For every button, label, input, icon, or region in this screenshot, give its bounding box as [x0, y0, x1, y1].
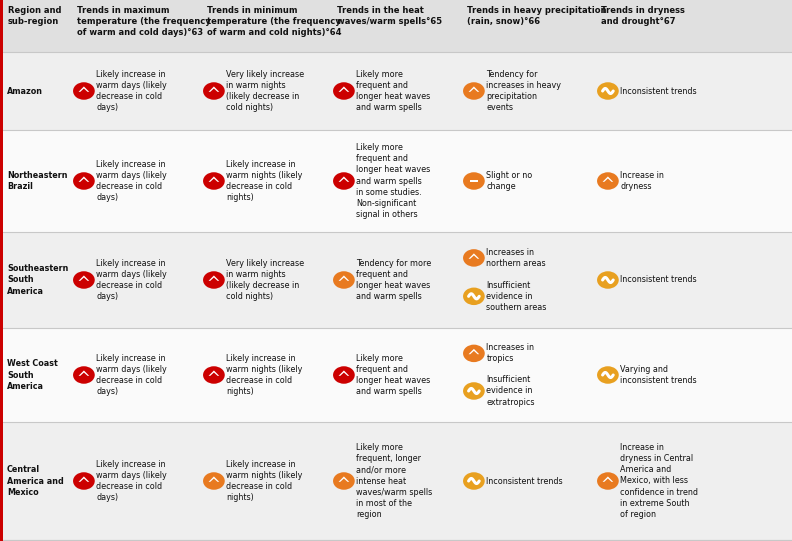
- Text: Likely more
frequent and
longer heat waves
and warm spells
in some studies.
Non-: Likely more frequent and longer heat wav…: [356, 143, 431, 219]
- Text: Tendency for
increases in heavy
precipitation
events: Tendency for increases in heavy precipit…: [486, 70, 562, 112]
- Text: Likely more
frequent and
longer heat waves
and warm spells: Likely more frequent and longer heat wav…: [356, 70, 431, 112]
- Text: Insufficient
evidence in
southern areas: Insufficient evidence in southern areas: [486, 281, 546, 312]
- Text: Likely increase in
warm days (likely
decrease in cold
days): Likely increase in warm days (likely dec…: [97, 354, 167, 396]
- Polygon shape: [469, 87, 479, 92]
- Ellipse shape: [73, 82, 95, 100]
- Ellipse shape: [203, 472, 225, 490]
- Text: Likely increase in
warm days (likely
decrease in cold
days): Likely increase in warm days (likely dec…: [97, 259, 167, 301]
- Ellipse shape: [333, 172, 355, 190]
- Ellipse shape: [463, 288, 485, 305]
- Text: Inconsistent trends: Inconsistent trends: [620, 87, 697, 96]
- Polygon shape: [339, 275, 349, 281]
- Ellipse shape: [333, 472, 355, 490]
- Polygon shape: [78, 371, 89, 376]
- Text: Very likely increase
in warm nights
(likely decrease in
cold nights): Very likely increase in warm nights (lik…: [227, 259, 305, 301]
- Text: Trends in minimum
temperature (the frequency
of warm and cold nights)°64: Trends in minimum temperature (the frequ…: [207, 6, 341, 37]
- Ellipse shape: [597, 366, 619, 384]
- Ellipse shape: [203, 82, 225, 100]
- Text: Trends in dryness
and drought°67: Trends in dryness and drought°67: [601, 6, 685, 26]
- Text: Inconsistent trends: Inconsistent trends: [486, 477, 563, 485]
- Text: Likely increase in
warm nights (likely
decrease in cold
nights): Likely increase in warm nights (likely d…: [227, 160, 303, 202]
- Ellipse shape: [597, 472, 619, 490]
- Text: Southeastern
South
America: Southeastern South America: [7, 265, 68, 295]
- Ellipse shape: [597, 82, 619, 100]
- Polygon shape: [208, 87, 219, 92]
- Ellipse shape: [463, 82, 485, 100]
- Ellipse shape: [333, 271, 355, 289]
- Text: Varying and
inconsistent trends: Varying and inconsistent trends: [620, 365, 697, 385]
- Text: Trends in heavy precipitation
(rain, snow)°66: Trends in heavy precipitation (rain, sno…: [467, 6, 607, 26]
- Polygon shape: [78, 477, 89, 482]
- Text: Likely increase in
warm days (likely
decrease in cold
days): Likely increase in warm days (likely dec…: [97, 70, 167, 112]
- Polygon shape: [339, 371, 349, 376]
- Bar: [470, 180, 478, 182]
- Ellipse shape: [333, 366, 355, 384]
- Text: Very likely increase
in warm nights
(likely decrease in
cold nights): Very likely increase in warm nights (lik…: [227, 70, 305, 112]
- Ellipse shape: [463, 172, 485, 190]
- Text: Northeastern
Brazil: Northeastern Brazil: [7, 171, 67, 191]
- Bar: [3, 422, 792, 540]
- Text: Trends in the heat
waves/warm spells°65: Trends in the heat waves/warm spells°65: [337, 6, 442, 26]
- Ellipse shape: [597, 172, 619, 190]
- Ellipse shape: [203, 271, 225, 289]
- Bar: [3, 130, 792, 232]
- Polygon shape: [339, 477, 349, 482]
- Ellipse shape: [597, 271, 619, 289]
- Polygon shape: [208, 477, 219, 482]
- Polygon shape: [78, 275, 89, 281]
- Ellipse shape: [333, 82, 355, 100]
- Text: Likely more
frequent, longer
and/or more
intense heat
waves/warm spells
in most : Likely more frequent, longer and/or more…: [356, 443, 432, 519]
- Polygon shape: [469, 253, 479, 259]
- Ellipse shape: [73, 366, 95, 384]
- Text: Insufficient
evidence in
extratropics: Insufficient evidence in extratropics: [486, 375, 535, 407]
- Text: Likely more
frequent and
longer heat waves
and warm spells: Likely more frequent and longer heat wav…: [356, 354, 431, 396]
- Ellipse shape: [203, 172, 225, 190]
- Bar: [3, 232, 792, 328]
- Ellipse shape: [463, 472, 485, 490]
- Text: Trends in maximum
temperature (the frequency
of warm and cold days)°63: Trends in maximum temperature (the frequ…: [77, 6, 211, 37]
- Text: Central
America and
Mexico: Central America and Mexico: [7, 465, 63, 497]
- Text: Increases in
northern areas: Increases in northern areas: [486, 248, 546, 268]
- Polygon shape: [469, 349, 479, 354]
- Text: Likely increase in
warm days (likely
decrease in cold
days): Likely increase in warm days (likely dec…: [97, 460, 167, 502]
- Text: Inconsistent trends: Inconsistent trends: [620, 275, 697, 285]
- Ellipse shape: [73, 172, 95, 190]
- Text: Tendency for more
frequent and
longer heat waves
and warm spells: Tendency for more frequent and longer he…: [356, 259, 432, 301]
- Ellipse shape: [463, 382, 485, 400]
- Polygon shape: [78, 176, 89, 182]
- Ellipse shape: [203, 366, 225, 384]
- Text: Increase in
dryness: Increase in dryness: [620, 171, 664, 191]
- Text: Slight or no
change: Slight or no change: [486, 171, 533, 191]
- Polygon shape: [603, 176, 613, 182]
- Bar: [3, 328, 792, 422]
- Ellipse shape: [73, 271, 95, 289]
- Text: Increase in
dryness in Central
America and
Mexico, with less
confidence in trend: Increase in dryness in Central America a…: [620, 443, 699, 519]
- Polygon shape: [339, 176, 349, 182]
- Ellipse shape: [463, 249, 485, 267]
- Text: Increases in
tropics: Increases in tropics: [486, 344, 535, 364]
- Polygon shape: [603, 477, 613, 482]
- Bar: [3, 52, 792, 130]
- Text: Region and
sub-region: Region and sub-region: [8, 6, 62, 26]
- Polygon shape: [78, 87, 89, 92]
- Ellipse shape: [73, 472, 95, 490]
- Text: West Coast
South
America: West Coast South America: [7, 359, 58, 391]
- Text: Likely increase in
warm days (likely
decrease in cold
days): Likely increase in warm days (likely dec…: [97, 160, 167, 202]
- Polygon shape: [208, 176, 219, 182]
- Polygon shape: [208, 275, 219, 281]
- Polygon shape: [208, 371, 219, 376]
- Polygon shape: [339, 87, 349, 92]
- Bar: [0, 0, 792, 52]
- Text: Likely increase in
warm nights (likely
decrease in cold
nights): Likely increase in warm nights (likely d…: [227, 354, 303, 396]
- Text: Amazon: Amazon: [7, 87, 43, 96]
- Bar: [0, 0, 3, 541]
- Text: Likely increase in
warm nights (likely
decrease in cold
nights): Likely increase in warm nights (likely d…: [227, 460, 303, 502]
- Ellipse shape: [463, 345, 485, 362]
